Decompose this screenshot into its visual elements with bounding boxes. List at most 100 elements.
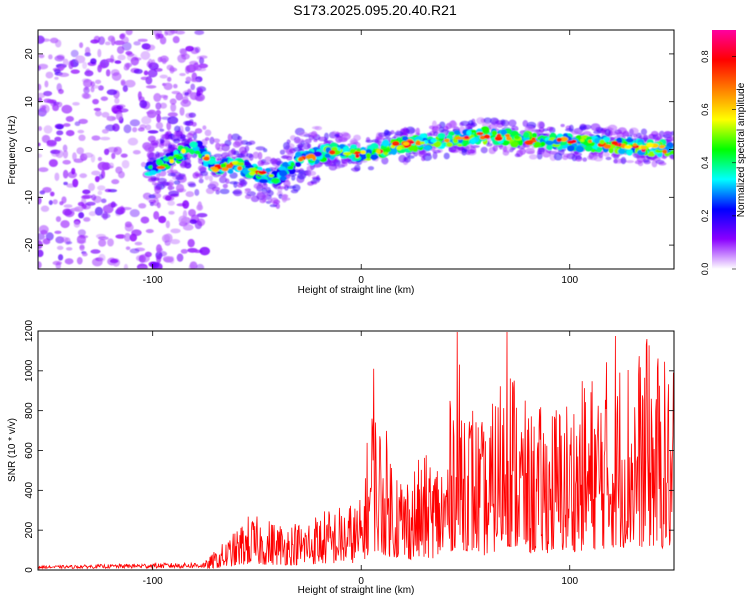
spectrogram-cell xyxy=(394,131,404,136)
spectrogram-cell xyxy=(98,36,106,45)
spectrogram-cell xyxy=(605,156,612,161)
spectrogram-cell xyxy=(162,255,174,262)
spectrogram-cell xyxy=(269,204,277,208)
spectrogram-cell xyxy=(70,49,79,58)
spectrogram-cell xyxy=(501,119,510,127)
spectrogram-cell xyxy=(140,216,150,224)
spectrogram-cell xyxy=(183,120,191,126)
spectrogram-cell xyxy=(278,170,288,177)
colorbar-tick-label: 0.8 xyxy=(700,50,710,63)
spectrogram-cell xyxy=(229,181,240,185)
spectrogram-cell xyxy=(156,165,166,170)
spectrogram-cell xyxy=(289,148,296,154)
spectrogram-cell xyxy=(73,221,80,228)
spectrogram-cell xyxy=(159,128,165,132)
spectrogram-cell xyxy=(632,143,638,147)
spectrogram-cell xyxy=(227,168,234,174)
spectrogram-cell xyxy=(198,178,204,184)
spectrogram-cell xyxy=(65,129,75,137)
spectrogram-cell xyxy=(243,161,250,166)
spectrogram-cell xyxy=(182,224,194,231)
spectrogram-cell xyxy=(105,58,115,63)
spectrogram-cell xyxy=(308,170,317,176)
spectrogram-cell xyxy=(189,119,194,124)
spectrogram-cell xyxy=(213,153,223,158)
spectrogram-cell xyxy=(43,90,53,97)
spectrogram-cell xyxy=(365,137,371,143)
spectrogram-cell xyxy=(194,150,201,155)
spectrogram-cell xyxy=(290,189,299,194)
spectrogram-cell xyxy=(312,155,317,161)
spectrogram-cell xyxy=(545,140,554,146)
spectrogram-cell xyxy=(172,36,180,44)
spectrogram-cell xyxy=(531,129,541,133)
spectrogram-cell xyxy=(140,51,151,60)
spectrogram-cell xyxy=(187,181,196,187)
spectrogram-cell xyxy=(353,134,361,141)
spectrogram-cell xyxy=(151,59,156,67)
spectrogram-cell xyxy=(82,189,91,195)
spectrogram-cell xyxy=(248,140,256,145)
spectrogram-cell xyxy=(279,149,286,155)
snr-x-tick-label: 100 xyxy=(561,576,578,587)
spectrogram-cell xyxy=(640,128,648,136)
spectrogram-cell xyxy=(90,58,97,65)
spectrogram-cell xyxy=(485,142,493,147)
snr-y-tick-label: 0 xyxy=(24,567,35,573)
spectrogram-cell xyxy=(83,152,93,158)
spectrogram-cell xyxy=(211,186,221,192)
spectrogram-cell xyxy=(88,183,96,192)
spectrogram-cell xyxy=(151,161,158,169)
spectrogram-cell xyxy=(90,154,96,163)
spectrogram-cell xyxy=(324,153,331,158)
spectrogram-cell xyxy=(195,173,202,177)
spectrogram-cell xyxy=(147,69,158,78)
spectrogram-cell xyxy=(566,145,575,152)
spectrogram-cell xyxy=(185,45,195,52)
spectrogram-y-tick-label: -10 xyxy=(24,190,35,205)
spectrogram-cell xyxy=(132,127,138,133)
spectrogram-cell xyxy=(367,166,375,171)
spectrogram-x-tick-label: 100 xyxy=(561,275,578,286)
spectrogram-cell xyxy=(203,156,210,161)
spectrogram-cell xyxy=(376,149,381,154)
spectrogram-cell xyxy=(215,142,221,151)
spectrogram-cell xyxy=(157,247,164,252)
spectrogram-cell xyxy=(270,178,280,183)
spectrogram-cell xyxy=(122,85,128,92)
spectrogram-cell xyxy=(130,56,139,66)
spectrogram-cell xyxy=(257,160,265,167)
spectrogram-cell xyxy=(250,195,260,203)
spectrogram-cell xyxy=(137,38,148,42)
spectrogram-cell xyxy=(195,95,204,101)
spectrogram-cell xyxy=(608,131,619,136)
spectrogram-cell xyxy=(571,139,577,144)
colorbar-tick-label: 0.2 xyxy=(700,210,710,223)
spectrogram-cell xyxy=(433,140,442,148)
spectrogram-cell xyxy=(43,98,53,104)
spectrogram-cell xyxy=(56,245,64,251)
spectrogram-cell xyxy=(418,150,428,158)
spectrogram-cell xyxy=(265,167,271,173)
spectrogram-cell xyxy=(198,57,205,65)
spectrogram-cell xyxy=(355,153,360,159)
spectrogram-cell xyxy=(78,118,88,125)
spectrogram-cell xyxy=(76,239,87,245)
spectrogram-cell xyxy=(317,136,328,142)
spectrogram-cell xyxy=(62,58,69,67)
snr-y-tick-label: 600 xyxy=(24,442,35,459)
spectrogram-cell xyxy=(602,136,611,143)
spectrogram-cell xyxy=(466,130,472,136)
spectrogram-cell xyxy=(170,103,177,112)
spectrogram-cell xyxy=(52,260,63,266)
spectrogram-cell xyxy=(48,159,58,168)
spectrogram-cell xyxy=(180,48,188,57)
spectrogram-cell xyxy=(199,55,208,59)
spectrogram-cell xyxy=(127,137,139,146)
spectrogram-cell xyxy=(38,153,43,158)
spectrogram-cell xyxy=(42,186,52,193)
spectrogram-cell xyxy=(97,236,109,241)
spectrogram-cell xyxy=(167,112,178,117)
spectrogram-cell xyxy=(77,129,85,134)
spectrogram-cell xyxy=(185,126,191,132)
